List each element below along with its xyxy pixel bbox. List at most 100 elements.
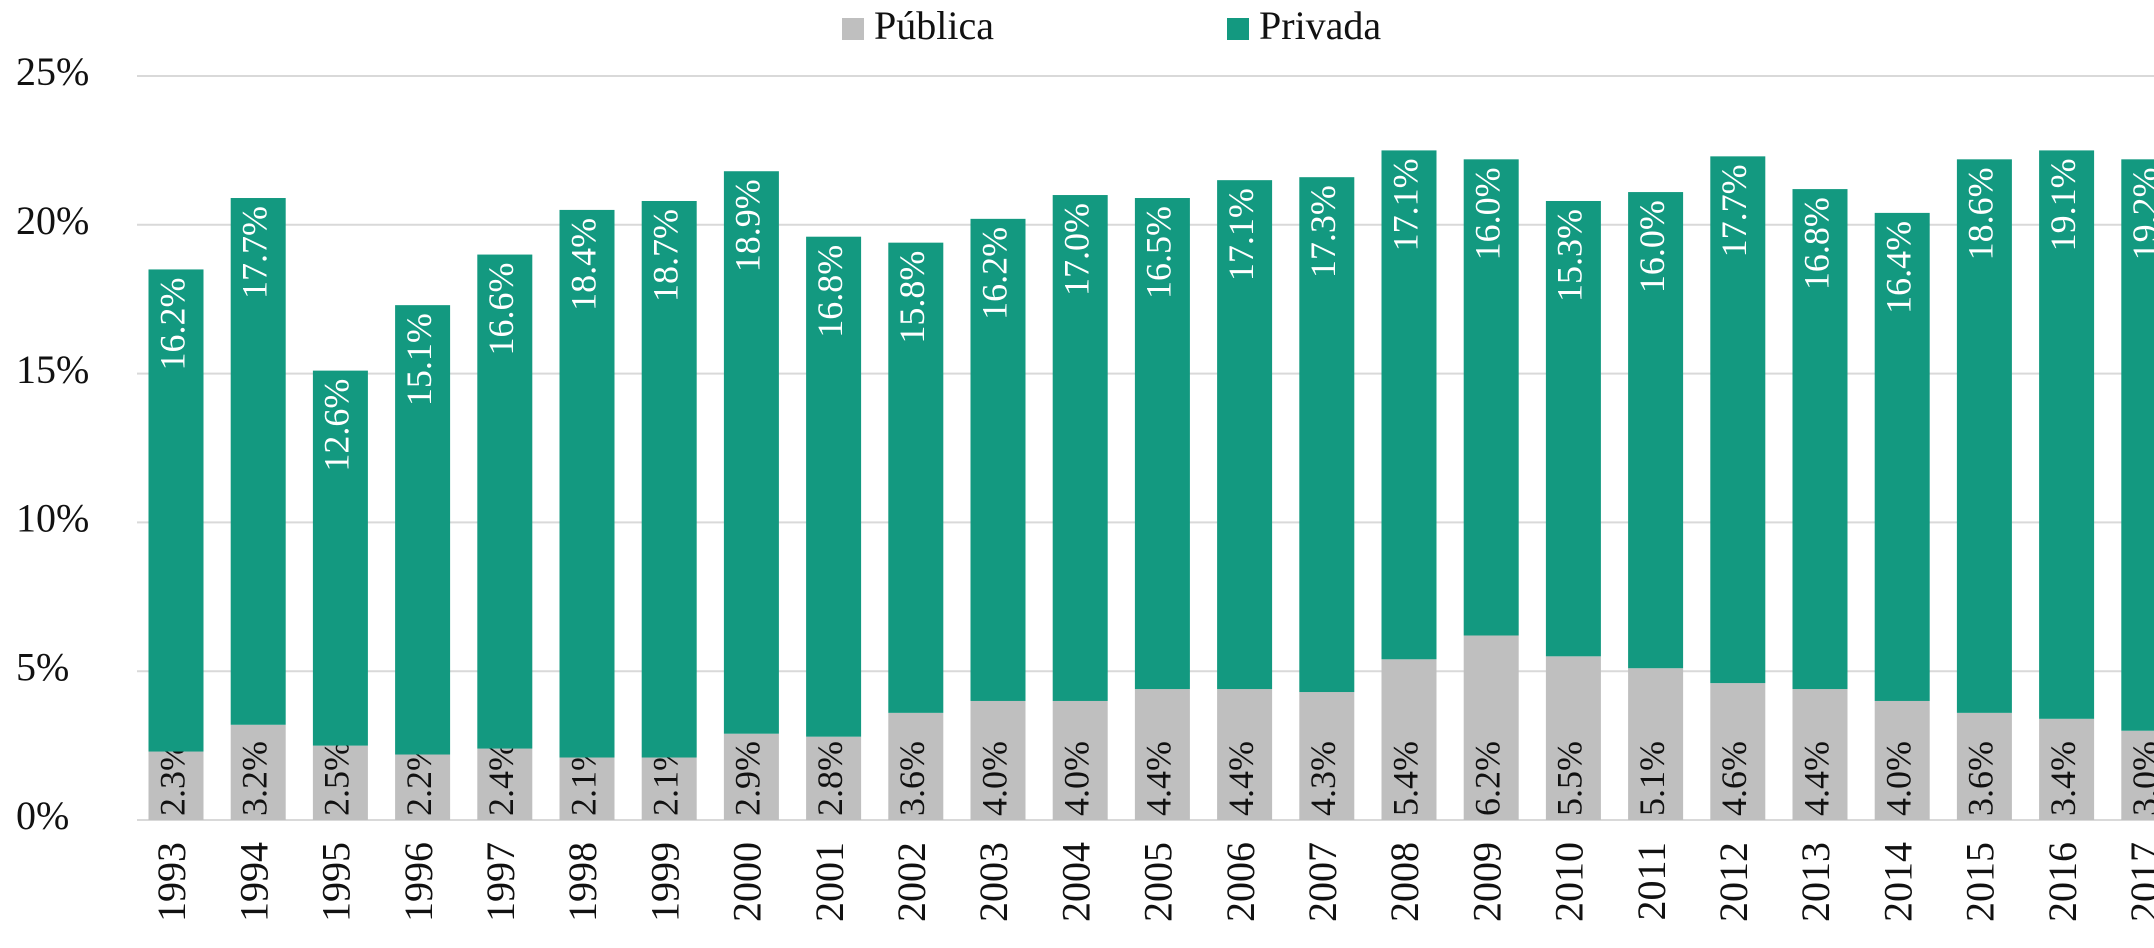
x-tick-label: 1994 bbox=[231, 842, 276, 922]
bar-segment bbox=[477, 748, 533, 820]
legend-swatch bbox=[842, 18, 864, 40]
x-tick-label: 2002 bbox=[889, 842, 934, 922]
bar-segment bbox=[2039, 150, 2095, 719]
bar-segment bbox=[2121, 730, 2154, 820]
y-tick-label: 5% bbox=[16, 644, 69, 689]
data-label: 19.1% bbox=[2043, 158, 2083, 251]
bar-segment bbox=[230, 198, 286, 725]
x-tick-label: 1999 bbox=[642, 842, 687, 922]
bar-segment bbox=[1792, 689, 1848, 820]
data-label: 2.5% bbox=[317, 741, 357, 816]
bar-segment bbox=[559, 209, 615, 758]
data-label: 16.8% bbox=[1796, 197, 1836, 290]
data-label: 15.1% bbox=[399, 313, 439, 406]
data-label: 18.7% bbox=[645, 209, 685, 302]
bar-segment bbox=[559, 757, 615, 820]
bar-segment bbox=[1545, 656, 1601, 820]
x-tick-label: 2007 bbox=[1300, 842, 1345, 922]
x-tick-label: 2011 bbox=[1629, 842, 1674, 921]
data-label: 19.2% bbox=[2125, 167, 2154, 260]
data-label: 16.6% bbox=[481, 263, 521, 356]
x-tick-label: 1993 bbox=[149, 842, 194, 922]
bar-segment bbox=[2039, 718, 2095, 820]
bar-segment bbox=[1874, 700, 1930, 820]
bar-segment bbox=[1874, 212, 1930, 701]
x-tick-label: 2006 bbox=[1218, 842, 1263, 922]
data-label: 4.4% bbox=[1796, 741, 1836, 816]
x-tick-label: 2005 bbox=[1136, 842, 1181, 922]
bar-segment bbox=[806, 736, 862, 820]
y-tick-label: 25% bbox=[16, 49, 89, 94]
bar-segment bbox=[1299, 177, 1355, 693]
data-label: 6.2% bbox=[1467, 741, 1507, 816]
bar-segment bbox=[1710, 156, 1766, 684]
bar-segment bbox=[230, 724, 286, 820]
bar-segment bbox=[1710, 683, 1766, 820]
bar-segment bbox=[395, 754, 451, 820]
data-label: 12.6% bbox=[317, 379, 357, 472]
bar-segment bbox=[1628, 668, 1684, 820]
data-label: 17.7% bbox=[1714, 164, 1754, 257]
bar-segment bbox=[395, 305, 451, 755]
bar-segment bbox=[970, 218, 1026, 701]
data-label: 16.2% bbox=[974, 227, 1014, 320]
y-tick-label: 10% bbox=[16, 496, 89, 541]
data-label: 17.3% bbox=[1303, 185, 1343, 278]
data-label: 3.6% bbox=[1961, 741, 2001, 816]
bar-segment bbox=[1463, 159, 1519, 636]
data-label: 2.9% bbox=[728, 741, 768, 816]
x-tick-label: 2013 bbox=[1793, 842, 1838, 922]
bar-segment bbox=[2121, 159, 2154, 731]
data-label: 4.4% bbox=[1139, 741, 1179, 816]
bar-segment bbox=[1463, 635, 1519, 820]
data-label: 15.8% bbox=[892, 251, 932, 344]
data-label: 4.3% bbox=[1303, 741, 1343, 816]
data-label: 18.9% bbox=[728, 179, 768, 272]
legend-label: Privada bbox=[1259, 3, 1381, 48]
y-tick-label: 15% bbox=[16, 347, 89, 392]
bar-segment bbox=[1545, 200, 1601, 657]
x-tick-label: 2009 bbox=[1464, 842, 1509, 922]
data-label: 5.5% bbox=[1550, 741, 1590, 816]
data-label: 2.8% bbox=[810, 741, 850, 816]
legend-label: Pública bbox=[874, 3, 994, 48]
x-tick-label: 2008 bbox=[1382, 842, 1427, 922]
bar-segment bbox=[1956, 159, 2012, 713]
bar-segment bbox=[1381, 659, 1437, 820]
data-label: 3.6% bbox=[892, 741, 932, 816]
bar-segment bbox=[1628, 192, 1684, 669]
data-label: 16.5% bbox=[1139, 206, 1179, 299]
data-label: 5.1% bbox=[1632, 741, 1672, 816]
y-tick-label: 0% bbox=[16, 793, 69, 838]
bar-segment bbox=[1381, 150, 1437, 660]
bar-segment bbox=[1792, 189, 1848, 690]
x-tick-label: 1997 bbox=[478, 842, 523, 922]
data-label: 18.6% bbox=[1961, 167, 2001, 260]
bar-segment bbox=[806, 236, 862, 737]
x-tick-label: 2010 bbox=[1547, 842, 1592, 922]
data-label: 17.1% bbox=[1385, 158, 1425, 251]
bar-segment bbox=[148, 269, 204, 752]
x-tick-label: 2015 bbox=[1958, 842, 2003, 922]
bar-segment bbox=[888, 712, 944, 820]
data-label: 16.4% bbox=[1878, 221, 1918, 314]
data-label: 16.0% bbox=[1467, 167, 1507, 260]
data-label: 16.0% bbox=[1632, 200, 1672, 293]
bar-segment bbox=[723, 733, 779, 820]
x-tick-label: 1998 bbox=[560, 842, 605, 922]
bar-segment bbox=[888, 242, 944, 713]
bar-segment bbox=[1134, 198, 1190, 690]
data-label: 16.2% bbox=[152, 277, 192, 370]
bar-segment bbox=[148, 751, 204, 820]
x-tick-label: 1996 bbox=[396, 842, 441, 922]
data-label: 3.2% bbox=[234, 741, 274, 816]
x-tick-label: 2001 bbox=[807, 842, 852, 922]
bar-segment bbox=[1299, 692, 1355, 820]
x-tick-label: 2016 bbox=[2040, 842, 2085, 922]
bar-segment bbox=[641, 200, 697, 758]
bar-segment bbox=[477, 254, 533, 749]
data-label: 16.8% bbox=[810, 245, 850, 338]
data-label: 4.4% bbox=[1221, 741, 1261, 816]
data-label: 4.6% bbox=[1714, 741, 1754, 816]
